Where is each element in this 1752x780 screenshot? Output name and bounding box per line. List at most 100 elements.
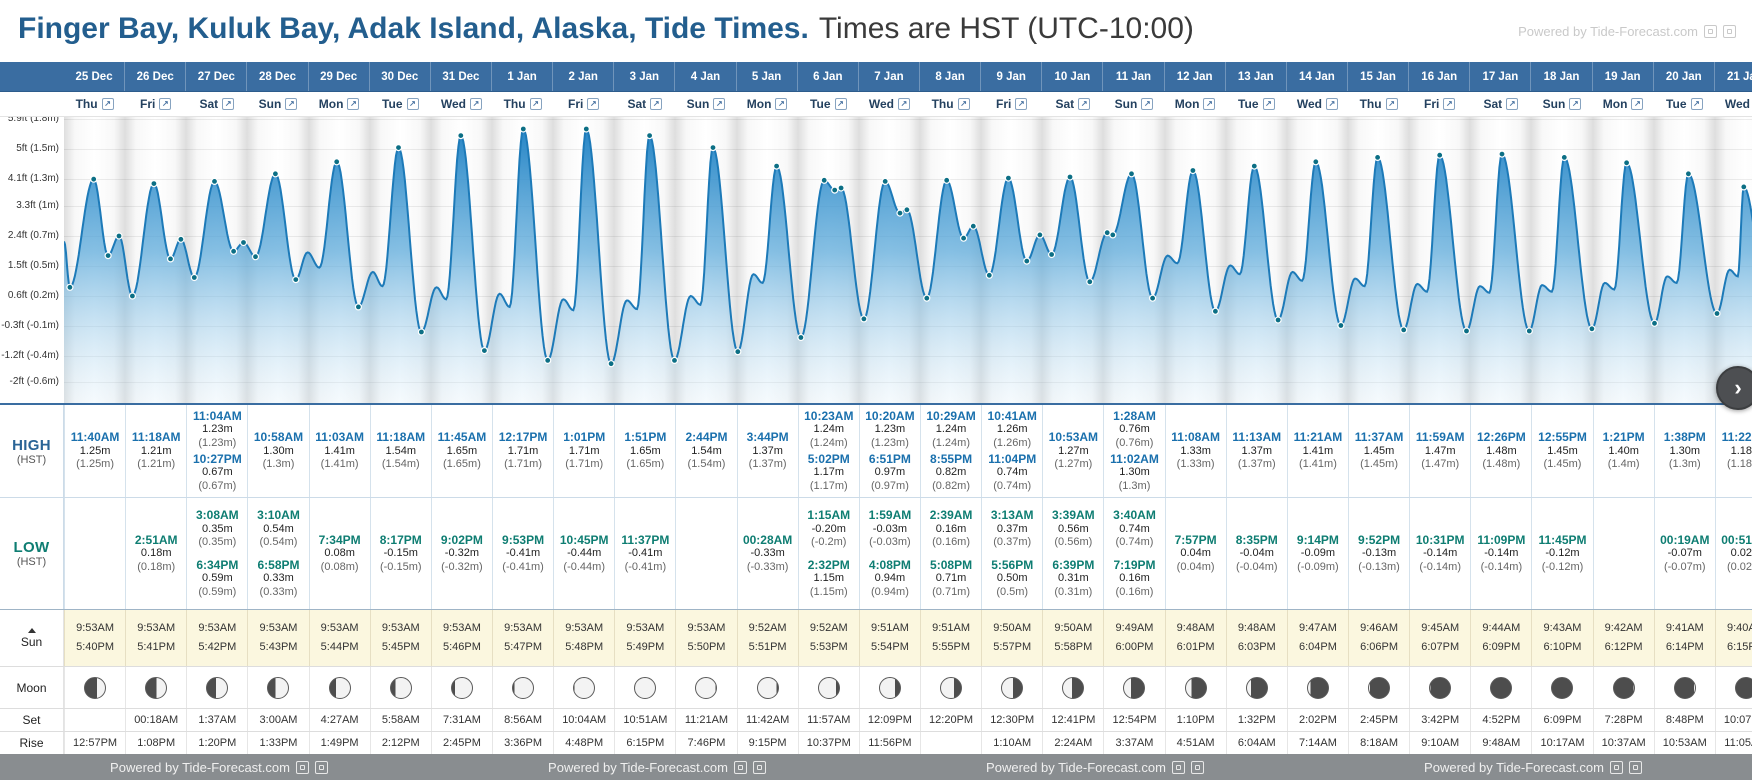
- tide-extreme-dot: [837, 184, 845, 192]
- tide-height-secondary: (-0.2m): [811, 536, 847, 549]
- day-cell[interactable]: Mon ↗: [1165, 92, 1226, 116]
- day-name: Tue: [382, 97, 403, 111]
- day-cell[interactable]: Sat ↗: [186, 92, 247, 116]
- day-cell[interactable]: Sat ↗: [1042, 92, 1103, 116]
- expand-icon[interactable]: ↗: [101, 98, 114, 110]
- expand-icon[interactable]: ↗: [406, 98, 419, 110]
- high-tide-time: 11:08AM: [1171, 430, 1220, 445]
- day-cell[interactable]: Fri ↗: [1409, 92, 1470, 116]
- high-tide-cell: 10:20AM 1.23m (1.23m) 6:51PM 0.97m (0.97m): [858, 405, 920, 497]
- day-cell[interactable]: Thu ↗: [64, 92, 125, 116]
- day-cell[interactable]: Thu ↗: [492, 92, 553, 116]
- tide-extreme-dot: [457, 132, 465, 140]
- day-cell[interactable]: Tue ↗: [1654, 92, 1715, 116]
- sunset-time: 5:58PM: [1054, 641, 1093, 653]
- tide-height-secondary: (-0.15m): [379, 560, 422, 573]
- tide-event: 2:51AM 0.18m (0.18m): [135, 533, 178, 574]
- expand-icon[interactable]: ↗: [775, 98, 788, 110]
- expand-icon[interactable]: ↗: [1506, 98, 1519, 110]
- tide-extreme-dot: [943, 176, 951, 184]
- expand-icon[interactable]: ↗: [1203, 98, 1216, 110]
- tide-height-secondary: (1.21m): [137, 458, 176, 471]
- low-tide-time: 11:37PM: [621, 532, 670, 547]
- day-name: Sun: [1114, 97, 1138, 111]
- expand-icon[interactable]: ↗: [1631, 98, 1644, 110]
- day-cell[interactable]: Sun ↗: [1103, 92, 1164, 116]
- sunset-time: 5:51PM: [748, 641, 787, 653]
- expand-icon[interactable]: ↗: [1443, 98, 1456, 110]
- day-cell[interactable]: Sat ↗: [614, 92, 675, 116]
- tide-event: 00:19AM -0.07m (-0.07m): [1660, 533, 1709, 574]
- moon-row-label: Moon: [16, 680, 47, 695]
- day-cell[interactable]: Tue ↗: [370, 92, 431, 116]
- day-cell[interactable]: Mon ↗: [737, 92, 798, 116]
- day-name: Sun: [686, 97, 710, 111]
- day-cell[interactable]: Fri ↗: [981, 92, 1042, 116]
- tide-height-secondary: (-0.33m): [746, 560, 789, 573]
- tide-event: 10:29AM 1.24m (1.24m): [926, 409, 975, 450]
- day-cell[interactable]: Tue ↗: [798, 92, 859, 116]
- low-tide-time: 9:53PM: [502, 532, 545, 547]
- expand-icon[interactable]: ↗: [834, 98, 847, 110]
- sunset-time: 6:06PM: [1360, 641, 1399, 653]
- moonset-cell: 7:31AM: [430, 709, 492, 731]
- expand-icon[interactable]: ↗: [650, 98, 663, 110]
- tide-extreme-dot: [831, 186, 839, 194]
- tide-extreme-dot: [190, 273, 198, 282]
- tide-event: 11:59AM 1.47m (1.47m): [1416, 430, 1465, 471]
- high-tide-cell: 12:26PM 1.48m (1.48m): [1470, 405, 1531, 497]
- day-cell[interactable]: Mon ↗: [1593, 92, 1654, 116]
- expand-icon[interactable]: ↗: [1141, 98, 1154, 110]
- day-cell[interactable]: Sun ↗: [1531, 92, 1592, 116]
- tide-height: 0.35m: [202, 522, 233, 535]
- tide-extreme-dot: [150, 179, 158, 188]
- tide-height-secondary: (0.04m): [1176, 560, 1215, 573]
- day-cell[interactable]: Sun ↗: [675, 92, 736, 116]
- low-tide-cell: [675, 498, 736, 609]
- next-page-button[interactable]: ›: [1716, 366, 1752, 410]
- expand-icon[interactable]: ↗: [713, 98, 726, 110]
- day-cell[interactable]: Mon ↗: [309, 92, 370, 116]
- day-cell[interactable]: Sat ↗: [1470, 92, 1531, 116]
- day-cell[interactable]: Tue ↗: [1226, 92, 1287, 116]
- moonset-cell: 4:52PM: [1470, 709, 1531, 731]
- day-cell[interactable]: Fri ↗: [553, 92, 614, 116]
- y-axis-label: 5.9ft (1.8m): [7, 117, 59, 125]
- moonrise-cell: 7:46PM: [675, 732, 736, 754]
- expand-icon[interactable]: ↗: [1325, 98, 1338, 110]
- expand-icon[interactable]: ↗: [347, 98, 360, 110]
- day-cell[interactable]: Fri ↗: [125, 92, 186, 116]
- expand-icon[interactable]: ↗: [159, 98, 172, 110]
- high-tide-cell: 11:45AM 1.65m (1.65m): [430, 405, 492, 497]
- expand-icon[interactable]: ↗: [285, 98, 298, 110]
- expand-icon[interactable]: ↗: [222, 98, 235, 110]
- moon-cell: [64, 667, 125, 708]
- expand-icon[interactable]: ↗: [1015, 98, 1028, 110]
- day-cell[interactable]: Thu ↗: [920, 92, 981, 116]
- expand-icon[interactable]: ↗: [1078, 98, 1091, 110]
- day-cell[interactable]: Sun ↗: [247, 92, 308, 116]
- expand-icon[interactable]: ↗: [1690, 98, 1703, 110]
- tide-height: 1.24m: [935, 423, 967, 436]
- tide-extreme-dot: [1211, 307, 1220, 315]
- expand-icon[interactable]: ↗: [529, 98, 542, 110]
- expand-icon[interactable]: ↗: [897, 98, 910, 110]
- tide-event: 11:21AM 1.41m (1.41m): [1294, 430, 1343, 471]
- day-cell[interactable]: Wed↗: [859, 92, 920, 116]
- day-cell[interactable]: Wed↗: [1287, 92, 1348, 116]
- expand-icon[interactable]: ↗: [469, 98, 482, 110]
- low-tide-time: 6:34PM: [196, 557, 239, 572]
- moonrise-row: Rise 12:57PM 1:08PM 1:20PM 1:33PM 1:49PM 2:12…: [0, 731, 1752, 754]
- expand-icon[interactable]: ↗: [587, 98, 600, 110]
- moon-cell: [736, 667, 798, 708]
- expand-icon[interactable]: ↗: [957, 98, 970, 110]
- day-cell[interactable]: Wed↗: [431, 92, 492, 116]
- expand-icon[interactable]: ↗: [1569, 98, 1582, 110]
- day-cell[interactable]: Wed↗: [1715, 92, 1752, 116]
- tide-height-secondary: (1.54m): [381, 458, 420, 471]
- expand-icon[interactable]: ↗: [1385, 98, 1398, 110]
- low-tide-time: 10:31PM: [1415, 532, 1465, 547]
- day-cell[interactable]: Thu ↗: [1348, 92, 1409, 116]
- day-name: Tue: [810, 97, 831, 111]
- expand-icon[interactable]: ↗: [1262, 98, 1275, 110]
